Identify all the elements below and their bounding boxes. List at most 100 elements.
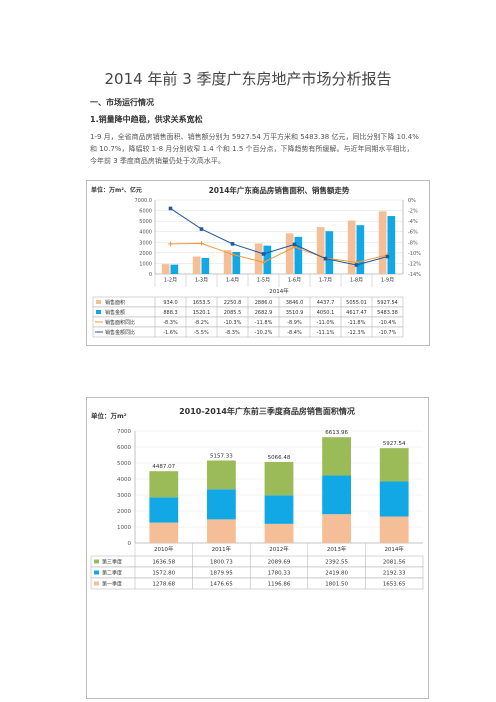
chart1-y2-tick: -10% <box>408 251 421 257</box>
chart1-data-label: -10.4% <box>379 320 397 326</box>
chart1-data-label: 2682.9 <box>255 310 273 316</box>
chart2-bar-segment-第二季度 <box>379 481 409 517</box>
chart1-bar-销售面积 <box>316 227 325 274</box>
chart2-y-tick: 4000 <box>117 477 131 483</box>
chart2-x-tick: 2011年 <box>212 545 232 553</box>
chart2-data-label: 2192.33 <box>383 571 406 577</box>
chart2-title: 2010-2014年广东前三季度商品房销售面积情况 <box>179 406 355 416</box>
chart1-y-tick: 4000 <box>139 230 152 236</box>
chart1-data-label: -8.4% <box>287 330 302 336</box>
chart1-y2-tick: -6% <box>408 230 418 236</box>
chart2-data-label: 1476.65 <box>210 582 233 588</box>
chart2-bar-segment-第二季度 <box>264 495 294 524</box>
chart1-y2-tick: 0% <box>408 198 416 204</box>
chart1-data-label: -10.7% <box>379 330 397 336</box>
chart1-bar-销售金额 <box>170 264 179 274</box>
chart2-y-tick: 5000 <box>117 461 131 467</box>
chart2-legend-swatch <box>94 581 99 586</box>
chart1-x-tick: 1-5月 <box>257 278 270 284</box>
page-title: 2014 年前 3 季度广东房地产市场分析报告 <box>104 70 392 88</box>
chart2-bar-segment-第二季度 <box>322 475 351 515</box>
chart1-y-tick: 3000 <box>139 240 152 246</box>
chart1-y2-tick: -4% <box>408 219 418 225</box>
chart1-point-销售金额同比 <box>261 252 266 256</box>
chart2-y-tick: 2000 <box>117 509 131 515</box>
chart2-data-label: 2081.56 <box>383 560 406 566</box>
chart1-x-label: 2014年 <box>269 287 289 295</box>
chart2-y-tick: 1000 <box>117 525 131 531</box>
chart2-data-label: 2419.80 <box>325 571 348 577</box>
chart1-legend-label: 销售金额同比 <box>105 329 135 336</box>
chart2-legend-swatch <box>94 559 99 564</box>
chart1-bar-销售金额 <box>294 236 303 274</box>
chart1-point-销售面积同比 <box>168 241 173 247</box>
chart2-data-label: 1572.80 <box>152 571 175 577</box>
chart1-data-label: -11.0% <box>317 320 335 326</box>
chart1-legend-label: 销售面积同比 <box>105 319 135 326</box>
chart1-x-tick: 1-2月 <box>164 278 177 284</box>
chart1-point-销售面积同比 <box>261 260 266 265</box>
chart1-y-tick: 1000 <box>139 261 152 267</box>
chart2-data-label: 2392.55 <box>325 560 348 566</box>
chart1-bar-销售面积 <box>161 264 170 274</box>
chart1-data-label: -11.8% <box>348 320 366 326</box>
chart2-legend-swatch <box>94 570 99 575</box>
chart1-data-label: -11.1% <box>317 330 335 336</box>
chart1-point-销售金额同比 <box>168 206 173 211</box>
chart1-y-tick: 7000.0 <box>135 198 153 204</box>
chart1-data-label: -8.3% <box>225 330 240 336</box>
sales-trend-svg: 单位：万m²、亿元 2014年广东商品房销售面积、销售额走势 0 1000 2000 30… <box>91 185 421 338</box>
chart1-data-label: 3846.0 <box>286 300 304 306</box>
chart1-data-label: 5927.54 <box>377 300 398 306</box>
chart1-legend-swatch <box>96 310 101 314</box>
chart2-bar-segment-第二季度 <box>149 497 179 523</box>
chart2-total-label: 4487.07 <box>152 464 175 470</box>
chart2-data-label: 1636.58 <box>152 560 175 566</box>
chart1-y2-tick: -12% <box>408 261 421 267</box>
chart2-bar-segment-第三季度 <box>149 471 179 498</box>
chart2-y-tick: 7000 <box>117 429 131 435</box>
chart1-legend-label: 销售面积 <box>105 299 125 306</box>
chart1-bar-销售金额 <box>263 245 272 274</box>
chart1-data-label: 4617.47 <box>346 310 367 316</box>
chart1-legend-label: 销售金额 <box>105 309 125 316</box>
chart2-data-label: 1780.33 <box>268 571 291 577</box>
chart1-data-label: 2250.8 <box>224 300 242 306</box>
chart1-y2-tick: -2% <box>408 209 418 215</box>
sales-trend-chart: 单位：万m²、亿元 2014年广东商品房销售面积、销售额走势 0 1000 2000 30… <box>86 180 430 346</box>
chart2-unit-label: 单位：万m² <box>91 411 127 420</box>
chart1-y-tick: 0 <box>149 272 152 278</box>
chart1-data-label: 5055.01 <box>346 300 367 306</box>
chart1-x-tick: 1-9月 <box>381 278 394 284</box>
chart2-bar-segment-第二季度 <box>207 489 236 520</box>
chart1-point-销售金额同比 <box>354 263 359 267</box>
chart2-bar-segment-第三季度 <box>264 461 294 496</box>
chart2-data-label: 2089.69 <box>268 560 291 566</box>
chart1-data-label: -8.3% <box>163 320 178 326</box>
chart1-x-tick: 1-4月 <box>226 278 239 284</box>
chart2-x-tick: 2014年 <box>384 545 404 553</box>
chart1-data-label: 1520.1 <box>193 310 211 316</box>
chart2-total-label: 5927.54 <box>383 441 406 447</box>
chart2-bar-segment-第三季度 <box>207 460 236 490</box>
chart1-y-tick: 6000 <box>139 209 152 215</box>
chart2-x-tick: 2013年 <box>327 545 347 553</box>
chart1-data-label: -1.6% <box>163 330 178 336</box>
chart1-legend-swatch <box>96 300 101 304</box>
chart1-point-销售金额同比 <box>292 242 297 247</box>
chart2-bar-segment-第一季度 <box>207 519 236 543</box>
chart1-data-label: 1653.5 <box>193 300 211 306</box>
chart1-point-销售金额同比 <box>230 242 235 246</box>
chart2-legend-label: 第三季度 <box>102 559 122 566</box>
chart1-line-销售金额同比 <box>170 208 388 266</box>
body-paragraph: 1-9 月，全省商品房销售面积、销售额分别为 5927.54 万平方米和 548… <box>90 133 419 165</box>
chart2-table-row <box>90 577 424 590</box>
chart2-bar-segment-第一季度 <box>379 516 409 543</box>
chart1-title: 2014年广东商品房销售面积、销售额走势 <box>209 185 350 195</box>
chart2-x-tick: 2012年 <box>269 545 289 553</box>
chart1-bar-销售面积 <box>378 211 387 274</box>
chart2-legend-label: 第一季度 <box>102 581 122 588</box>
chart1-data-label: 888.3 <box>163 310 177 316</box>
chart2-y-tick: 3000 <box>117 493 131 499</box>
chart1-data-label: -8.9% <box>287 320 302 326</box>
